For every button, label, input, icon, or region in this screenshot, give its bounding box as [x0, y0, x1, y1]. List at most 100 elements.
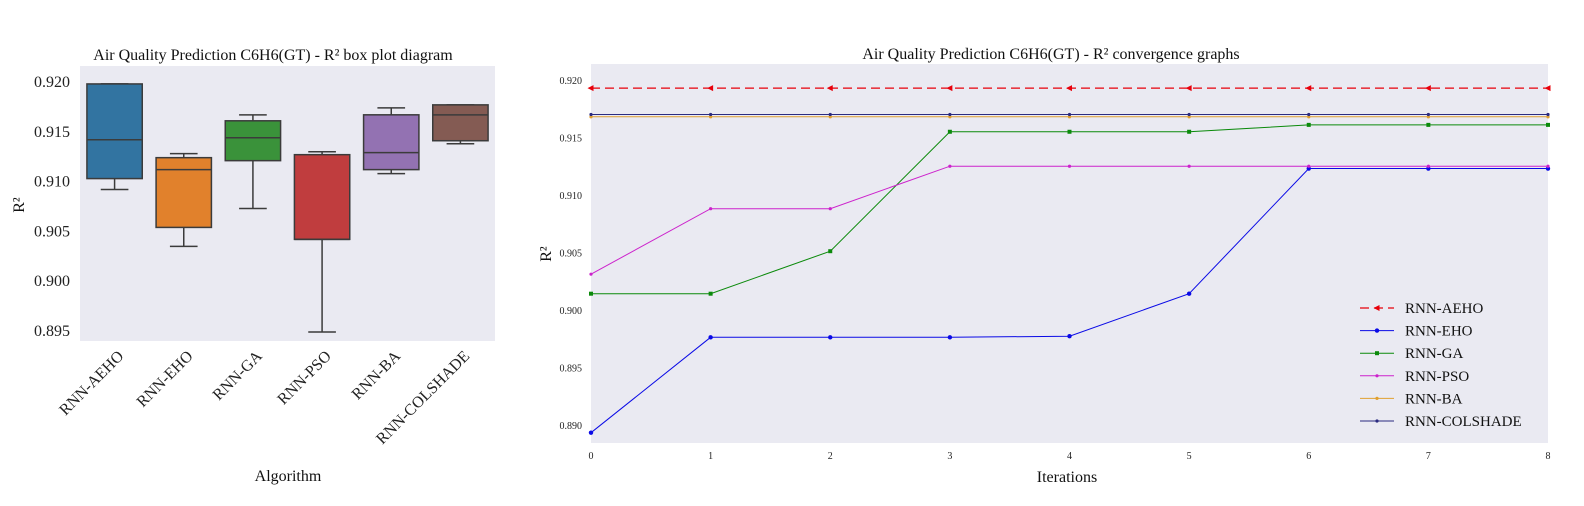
series-rnn-pso	[589, 164, 1550, 276]
legend-label: RNN-PSO	[1405, 369, 1469, 385]
convergence-y-tick-label: 0.915	[560, 134, 583, 145]
convergence-y-tick-label: 0.910	[560, 191, 583, 202]
data-point	[1307, 112, 1311, 117]
convergence-plot-area	[591, 64, 1548, 443]
box-plot-panel: Air Quality Prediction C6H6(GT) - R² box…	[11, 47, 495, 485]
convergence-y-tick-label: 0.905	[560, 249, 583, 260]
data-point	[1426, 112, 1430, 117]
data-point	[1306, 166, 1311, 171]
data-point	[709, 112, 713, 117]
convergence-series	[587, 85, 1551, 435]
data-point	[828, 249, 833, 254]
legend-label: RNN-EHO	[1405, 324, 1473, 340]
data-point	[1186, 291, 1192, 296]
box-iqr	[155, 156, 213, 229]
box-iqr	[432, 104, 489, 142]
data-point	[1306, 122, 1311, 127]
box-y-tick-label: 0.915	[34, 124, 70, 141]
legend-label: RNN-GA	[1405, 346, 1463, 362]
data-point	[826, 85, 833, 92]
data-point	[1187, 115, 1191, 119]
data-point	[1545, 166, 1551, 171]
convergence-x-tick-label: 6	[1306, 451, 1311, 462]
legend-label: RNN-AEHO	[1405, 301, 1483, 317]
data-point	[1374, 328, 1380, 333]
convergence-y-ticks: 0.890 0.895 0.900 0.905 0.910 0.915 0.920	[560, 76, 583, 432]
data-point	[828, 207, 832, 211]
data-point	[1373, 305, 1380, 311]
data-point	[1426, 166, 1431, 171]
series-rnn-eho	[588, 166, 1551, 435]
data-point	[1067, 333, 1072, 339]
legend-item: RNN-COLSHADE	[1360, 414, 1522, 430]
data-point	[1546, 164, 1550, 168]
convergence-x-tick-label: 8	[1546, 451, 1551, 462]
legend-item: RNN-PSO	[1360, 369, 1469, 385]
data-point	[1426, 122, 1431, 127]
box-plot-x-ticks: RNN-AEHO RNN-EHO RNN-GA RNN-PSO RNN-BARNN-CO…	[56, 347, 473, 447]
box-plot-y-label: R²	[11, 197, 28, 213]
box-x-tick-label: RNN-PSO	[274, 348, 334, 408]
data-point	[589, 272, 593, 276]
series-rnn-ba	[589, 115, 1550, 119]
convergence-y-tick-label: 0.920	[560, 76, 583, 87]
data-point	[1187, 112, 1191, 117]
convergence-x-tick-label: 4	[1067, 451, 1072, 462]
box-rnn-pso	[293, 150, 351, 333]
data-point	[828, 335, 833, 340]
box-rnn-ba	[362, 107, 420, 175]
data-point	[828, 115, 832, 119]
box-x-tick-label: RNN-EHO	[134, 348, 197, 411]
box-rnn-aeho	[86, 83, 143, 191]
convergence-y-label: R²	[538, 246, 555, 262]
convergence-title: Air Quality Prediction C6H6(GT) - R² con…	[862, 46, 1239, 63]
box-y-tick-label: 0.900	[34, 273, 70, 290]
box-plot-x-label: Algorithm	[255, 468, 322, 485]
data-point	[1185, 85, 1192, 92]
convergence-panel: Air Quality Prediction C6H6(GT) - R² con…	[538, 46, 1551, 486]
data-point	[1375, 351, 1379, 356]
convergence-y-tick-label: 0.890	[560, 421, 583, 432]
legend-label: RNN-BA	[1405, 391, 1463, 407]
data-point	[1544, 85, 1551, 92]
data-point	[1066, 85, 1072, 92]
legend-label: RNN-COLSHADE	[1405, 414, 1522, 430]
data-point	[589, 115, 593, 119]
box-y-tick-label: 0.920	[34, 74, 70, 91]
box-y-tick-label: 0.905	[34, 223, 70, 240]
box-rnn-colshade	[432, 104, 489, 145]
box-y-tick-label: 0.910	[34, 174, 70, 191]
convergence-x-label: Iterations	[1037, 469, 1097, 486]
box-plot-area	[80, 66, 495, 341]
data-point	[708, 335, 713, 340]
data-point	[1424, 85, 1431, 92]
convergence-x-tick-label: 3	[947, 451, 952, 462]
box-iqr	[293, 153, 351, 241]
data-point	[1187, 164, 1191, 168]
data-point	[1305, 85, 1312, 92]
series-rnn-ga	[589, 122, 1550, 296]
convergence-x-ticks: 0 1 2 3 4 5 6 7 8	[589, 451, 1551, 462]
legend-item: RNN-GA	[1360, 346, 1463, 362]
data-point	[1067, 115, 1072, 119]
convergence-x-tick-label: 5	[1187, 451, 1192, 462]
data-point	[588, 430, 594, 435]
data-point	[1307, 164, 1311, 168]
box-iqr	[86, 83, 143, 180]
convergence-y-tick-label: 0.895	[560, 363, 583, 374]
data-point	[1546, 115, 1550, 119]
box-iqr	[224, 120, 282, 162]
data-point	[589, 291, 593, 296]
box-x-tick-label: RNN-BA	[349, 347, 405, 403]
data-point	[948, 112, 952, 117]
box-y-tick-label: 0.895	[34, 323, 70, 340]
box-x-tick-label: RNN-AEHO	[56, 348, 127, 419]
data-point	[948, 164, 952, 168]
data-point	[589, 112, 593, 117]
data-point	[947, 129, 952, 134]
series-rnn-aeho	[587, 85, 1551, 92]
data-point	[1546, 112, 1550, 117]
box-x-tick-label: RNN-GA	[210, 347, 266, 403]
series-rnn-colshade	[589, 112, 1550, 117]
